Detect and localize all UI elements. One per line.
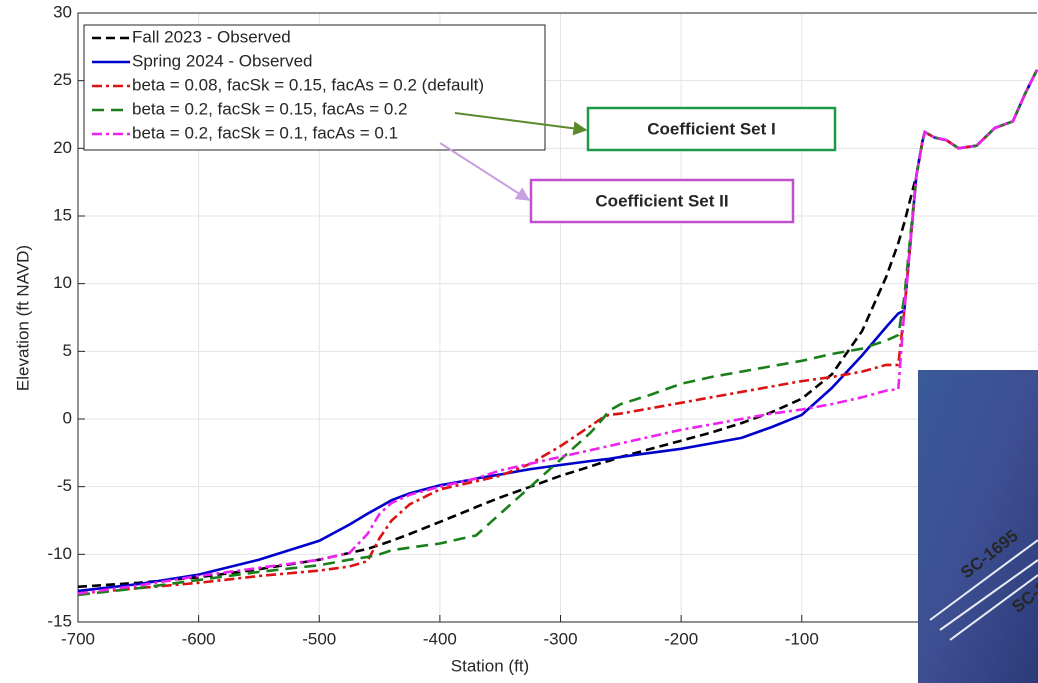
y-tick-label: 5 (63, 341, 72, 360)
annotation-arrow (439, 142, 531, 201)
series-line (77, 69, 1038, 597)
legend-label: beta = 0.08, facSk = 0.15, facAs = 0.2 (… (132, 75, 484, 94)
legend-box (83, 24, 546, 151)
x-tick-label: -100 (785, 629, 819, 648)
x-tick-label: -600 (182, 629, 216, 648)
legend-label: Spring 2024 - Observed (132, 51, 313, 70)
annotation-text: Coefficient Set II (595, 191, 728, 210)
series-line (77, 69, 1038, 595)
axes-frame (77, 12, 1037, 623)
legend-label: beta = 0.2, facSk = 0.1, facAs = 0.1 (132, 123, 398, 142)
y-tick-label: 25 (53, 70, 72, 89)
x-tick-label: -200 (664, 629, 698, 648)
y-tick-label: -5 (57, 476, 72, 495)
y-tick-label: 15 (53, 205, 72, 224)
y-axis-label: Elevation (ft NAVD) (13, 245, 32, 391)
inset-road (929, 539, 1038, 641)
annotation-text: Coefficient Set I (647, 119, 775, 138)
legend-label: Fall 2023 - Observed (132, 27, 291, 46)
y-tick-label: -10 (47, 544, 72, 563)
inset-photo (918, 370, 1038, 683)
x-axis-label: Station (ft) (451, 656, 529, 675)
x-tick-label: -500 (302, 629, 336, 648)
y-tick-label: -15 (47, 611, 72, 630)
x-tick-label: -300 (544, 629, 578, 648)
annotation-box (586, 106, 837, 152)
legend-label: beta = 0.2, facSk = 0.15, facAs = 0.2 (132, 99, 408, 118)
y-tick-label: 30 (53, 2, 72, 21)
y-tick-label: 0 (63, 408, 72, 427)
x-tick-label: -700 (61, 629, 95, 648)
x-tick-label: -400 (423, 629, 457, 648)
annotation-arrow (454, 112, 588, 136)
y-tick-label: 20 (53, 138, 72, 157)
y-tick-label: 10 (53, 273, 72, 292)
annotation-box (529, 178, 795, 224)
